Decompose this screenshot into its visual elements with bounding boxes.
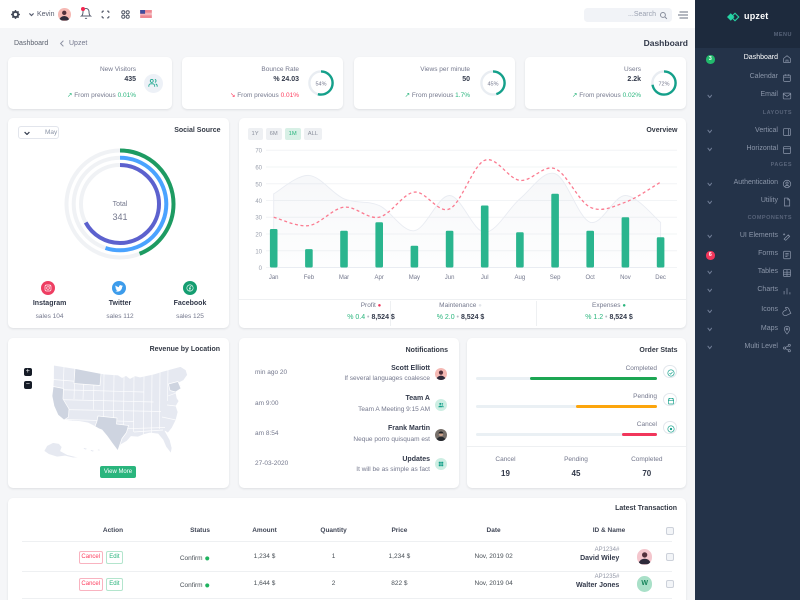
svg-text:Jun: Jun [445,275,455,281]
svg-text:Nov: Nov [620,275,631,281]
svg-text:50: 50 [255,182,262,188]
svg-text:30: 30 [255,216,262,222]
svg-text:Dec: Dec [655,275,666,281]
svg-text:20: 20 [255,233,262,239]
svg-text:Jan: Jan [269,275,279,281]
svg-text:70: 70 [255,149,262,155]
svg-text:40: 40 [255,199,262,205]
svg-text:Sep: Sep [550,275,561,281]
svg-text:54%: 54% [315,81,326,87]
svg-text:60: 60 [255,166,262,172]
svg-text:Total: Total [113,201,128,208]
svg-text:72%: 72% [658,81,669,87]
svg-text:Jul: Jul [481,275,489,281]
svg-text:10: 10 [255,249,262,255]
svg-text:Aug: Aug [515,275,526,281]
svg-text:0: 0 [259,266,263,272]
svg-text:45%: 45% [487,81,498,87]
svg-text:341: 341 [112,212,127,222]
svg-text:Mar: Mar [339,275,349,281]
svg-text:Feb: Feb [304,275,315,281]
svg-text:Apr: Apr [375,275,384,281]
svg-text:May: May [409,275,420,281]
svg-text:Oct: Oct [586,275,596,281]
